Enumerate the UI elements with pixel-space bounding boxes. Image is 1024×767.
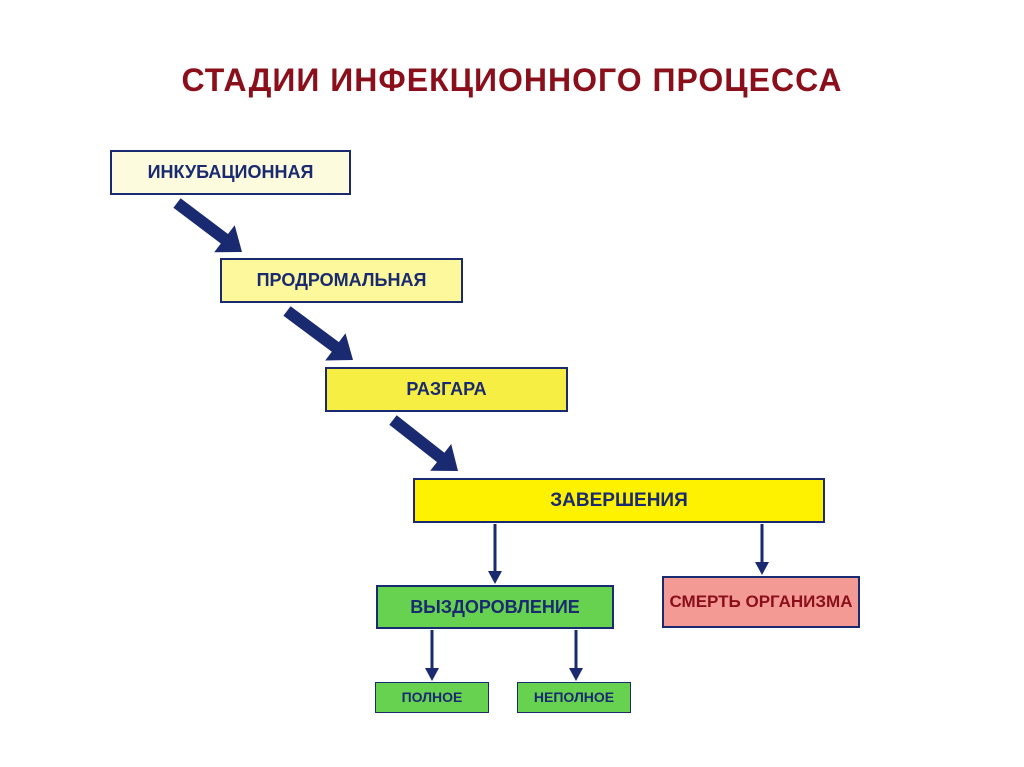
down-arrow-3 [0, 0, 1024, 767]
